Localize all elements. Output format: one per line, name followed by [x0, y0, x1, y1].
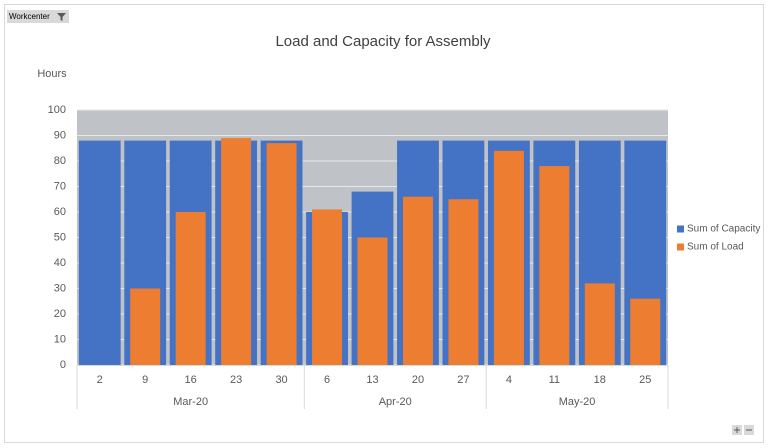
- bar: [221, 138, 252, 365]
- x-tick-label: 6: [324, 374, 330, 386]
- y-tick-label: 100: [48, 104, 66, 116]
- x-tick-label: 25: [639, 374, 651, 386]
- bar: [312, 209, 343, 365]
- x-tick-label: 11: [549, 374, 560, 386]
- y-tick-label: 0: [60, 359, 66, 371]
- legend-label: Sum of Load: [687, 242, 744, 253]
- x-tick-label: 9: [142, 374, 148, 386]
- bar: [539, 166, 570, 365]
- y-tick-label: 60: [54, 206, 66, 218]
- x-tick-label: 20: [412, 374, 424, 386]
- x-group-label: May-20: [559, 396, 596, 408]
- bar: [266, 143, 297, 365]
- bar: [78, 140, 121, 365]
- x-tick-label: 16: [185, 374, 197, 386]
- x-tick-label: 18: [594, 374, 606, 386]
- bar: [584, 283, 615, 365]
- y-tick-label: 10: [54, 333, 66, 345]
- bar: [402, 196, 433, 365]
- x-tick-label: 23: [230, 374, 242, 386]
- x-tick-label: 13: [366, 374, 378, 386]
- x-tick-label: 4: [506, 374, 512, 386]
- bar: [630, 298, 661, 365]
- x-group-label: Apr-20: [379, 396, 412, 408]
- bar: [448, 199, 479, 365]
- y-tick-label: 30: [54, 282, 66, 294]
- chart-title: Load and Capacity for Assembly: [275, 33, 491, 50]
- y-tick-label: 80: [54, 155, 66, 167]
- y-axis-title: Hours: [37, 68, 67, 80]
- legend-swatch: [677, 243, 684, 251]
- y-tick-label: 70: [54, 180, 66, 192]
- filter-icon: [57, 13, 66, 21]
- x-tick-label: 27: [457, 374, 469, 386]
- x-tick-label: 30: [275, 374, 287, 386]
- y-tick-label: 50: [54, 231, 66, 243]
- bar: [130, 288, 161, 365]
- y-tick-label: 20: [54, 308, 66, 320]
- x-tick-label: 2: [97, 374, 103, 386]
- bar: [357, 237, 388, 365]
- button-icons: [734, 427, 752, 433]
- x-group-label: Mar-20: [173, 396, 208, 408]
- y-tick-label: 90: [54, 129, 66, 141]
- bar: [493, 150, 524, 365]
- field-button-label: Workcenter: [9, 12, 50, 21]
- legend-swatch: [677, 225, 684, 233]
- field-button[interactable]: [7, 10, 69, 23]
- legend-label: Sum of Capacity: [687, 224, 760, 235]
- y-tick-label: 40: [54, 257, 66, 269]
- bar: [175, 212, 206, 365]
